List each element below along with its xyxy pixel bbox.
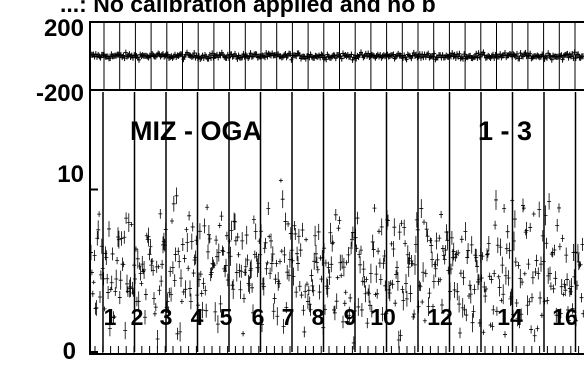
segment-label: 8 <box>312 304 325 330</box>
segment-label: 5 <box>220 304 233 330</box>
segment-label: 2 <box>131 304 144 330</box>
bottom-panel-points <box>89 178 584 350</box>
segment-label: 10 <box>370 304 396 330</box>
chart-title: ...: No calibration applied and no b <box>60 0 436 17</box>
top-y-tick-label-minus200: -200 <box>36 80 84 107</box>
station-pair-label: MIZ - OGA <box>130 116 262 146</box>
top-data-points <box>89 49 584 63</box>
segment-label: 9 <box>344 304 357 330</box>
top-panel-points <box>89 49 584 63</box>
segment-label: 12 <box>427 304 453 330</box>
segment-label: 1 <box>104 304 117 330</box>
segment-label: 7 <box>282 304 295 330</box>
bottom-y-tick-label-10: 10 <box>57 161 84 188</box>
bottom-data-points <box>89 178 584 350</box>
segment-label: 14 <box>497 304 523 330</box>
top-y-tick-label-200: 200 <box>44 15 84 42</box>
bottom-panel-frame <box>89 89 584 355</box>
segment-label: 16 <box>552 304 578 330</box>
channel-label: 1 - 3 <box>478 116 532 146</box>
segment-label: 6 <box>252 304 265 330</box>
segment-labels: 1 2 3 4 5 6 7 8 9 10 12 14 16 <box>104 304 578 330</box>
bottom-y-tick-label-0: 0 <box>63 338 76 360</box>
segment-label: 4 <box>191 304 204 330</box>
segment-label: 3 <box>160 304 173 330</box>
bottom-panel: 1 2 3 4 5 6 7 8 9 10 12 14 16 MIZ - OGA 1 - 3 10 0 <box>57 89 584 365</box>
top-panel: 200 -200 <box>36 15 584 107</box>
